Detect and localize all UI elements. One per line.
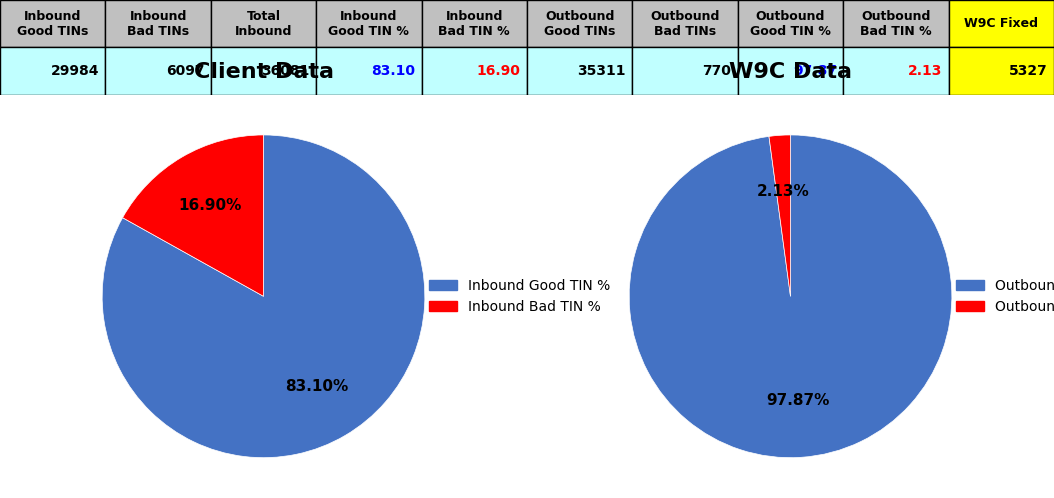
Text: 16.90: 16.90	[476, 64, 521, 78]
FancyBboxPatch shape	[0, 47, 105, 95]
Text: Outbound
Good TIN %: Outbound Good TIN %	[750, 9, 831, 38]
Title: Client Data: Client Data	[194, 62, 333, 82]
FancyBboxPatch shape	[105, 0, 211, 47]
Wedge shape	[629, 135, 952, 458]
FancyBboxPatch shape	[422, 47, 527, 95]
Wedge shape	[769, 135, 790, 296]
FancyBboxPatch shape	[843, 47, 949, 95]
FancyBboxPatch shape	[738, 47, 843, 95]
Text: Outbound
Bad TINs: Outbound Bad TINs	[650, 9, 720, 38]
FancyBboxPatch shape	[316, 0, 422, 47]
Text: 36081: 36081	[261, 64, 310, 78]
FancyBboxPatch shape	[843, 0, 949, 47]
Legend: Inbound Good TIN %, Inbound Bad TIN %: Inbound Good TIN %, Inbound Bad TIN %	[424, 273, 616, 319]
FancyBboxPatch shape	[422, 0, 527, 47]
Text: 2.13%: 2.13%	[757, 184, 809, 199]
Text: Inbound
Good TIN %: Inbound Good TIN %	[329, 9, 409, 38]
Text: 770: 770	[703, 64, 731, 78]
FancyBboxPatch shape	[949, 47, 1054, 95]
Wedge shape	[122, 135, 264, 296]
Text: Outbound
Good TINs: Outbound Good TINs	[544, 9, 616, 38]
FancyBboxPatch shape	[527, 47, 632, 95]
FancyBboxPatch shape	[105, 47, 211, 95]
FancyBboxPatch shape	[632, 47, 738, 95]
FancyBboxPatch shape	[211, 47, 316, 95]
FancyBboxPatch shape	[949, 0, 1054, 47]
FancyBboxPatch shape	[316, 47, 422, 95]
Text: Outbound
Bad TIN %: Outbound Bad TIN %	[860, 9, 932, 38]
FancyBboxPatch shape	[527, 0, 632, 47]
FancyBboxPatch shape	[0, 0, 105, 47]
Wedge shape	[102, 135, 425, 458]
Text: 2.13: 2.13	[907, 64, 942, 78]
Text: 83.10%: 83.10%	[285, 379, 348, 394]
Text: 29984: 29984	[51, 64, 99, 78]
Text: 97.87%: 97.87%	[766, 393, 829, 408]
Text: 6097: 6097	[165, 64, 204, 78]
Text: 35311: 35311	[578, 64, 626, 78]
Text: Inbound
Good TINs: Inbound Good TINs	[17, 9, 89, 38]
Text: 97.87: 97.87	[793, 64, 837, 78]
Text: Inbound
Bad TIN %: Inbound Bad TIN %	[438, 9, 510, 38]
Text: Total
Inbound: Total Inbound	[235, 9, 292, 38]
Legend: Outbound Good TIN %, Outbound Bad TIN %: Outbound Good TIN %, Outbound Bad TIN %	[951, 273, 1054, 319]
FancyBboxPatch shape	[738, 0, 843, 47]
Text: 16.90%: 16.90%	[179, 198, 242, 213]
Text: 5327: 5327	[1009, 64, 1048, 78]
Text: 83.10: 83.10	[371, 64, 415, 78]
FancyBboxPatch shape	[211, 0, 316, 47]
Title: W9C Data: W9C Data	[729, 62, 852, 82]
Text: Inbound
Bad TINs: Inbound Bad TINs	[128, 9, 189, 38]
Text: W9C Fixed: W9C Fixed	[964, 17, 1038, 30]
FancyBboxPatch shape	[632, 0, 738, 47]
